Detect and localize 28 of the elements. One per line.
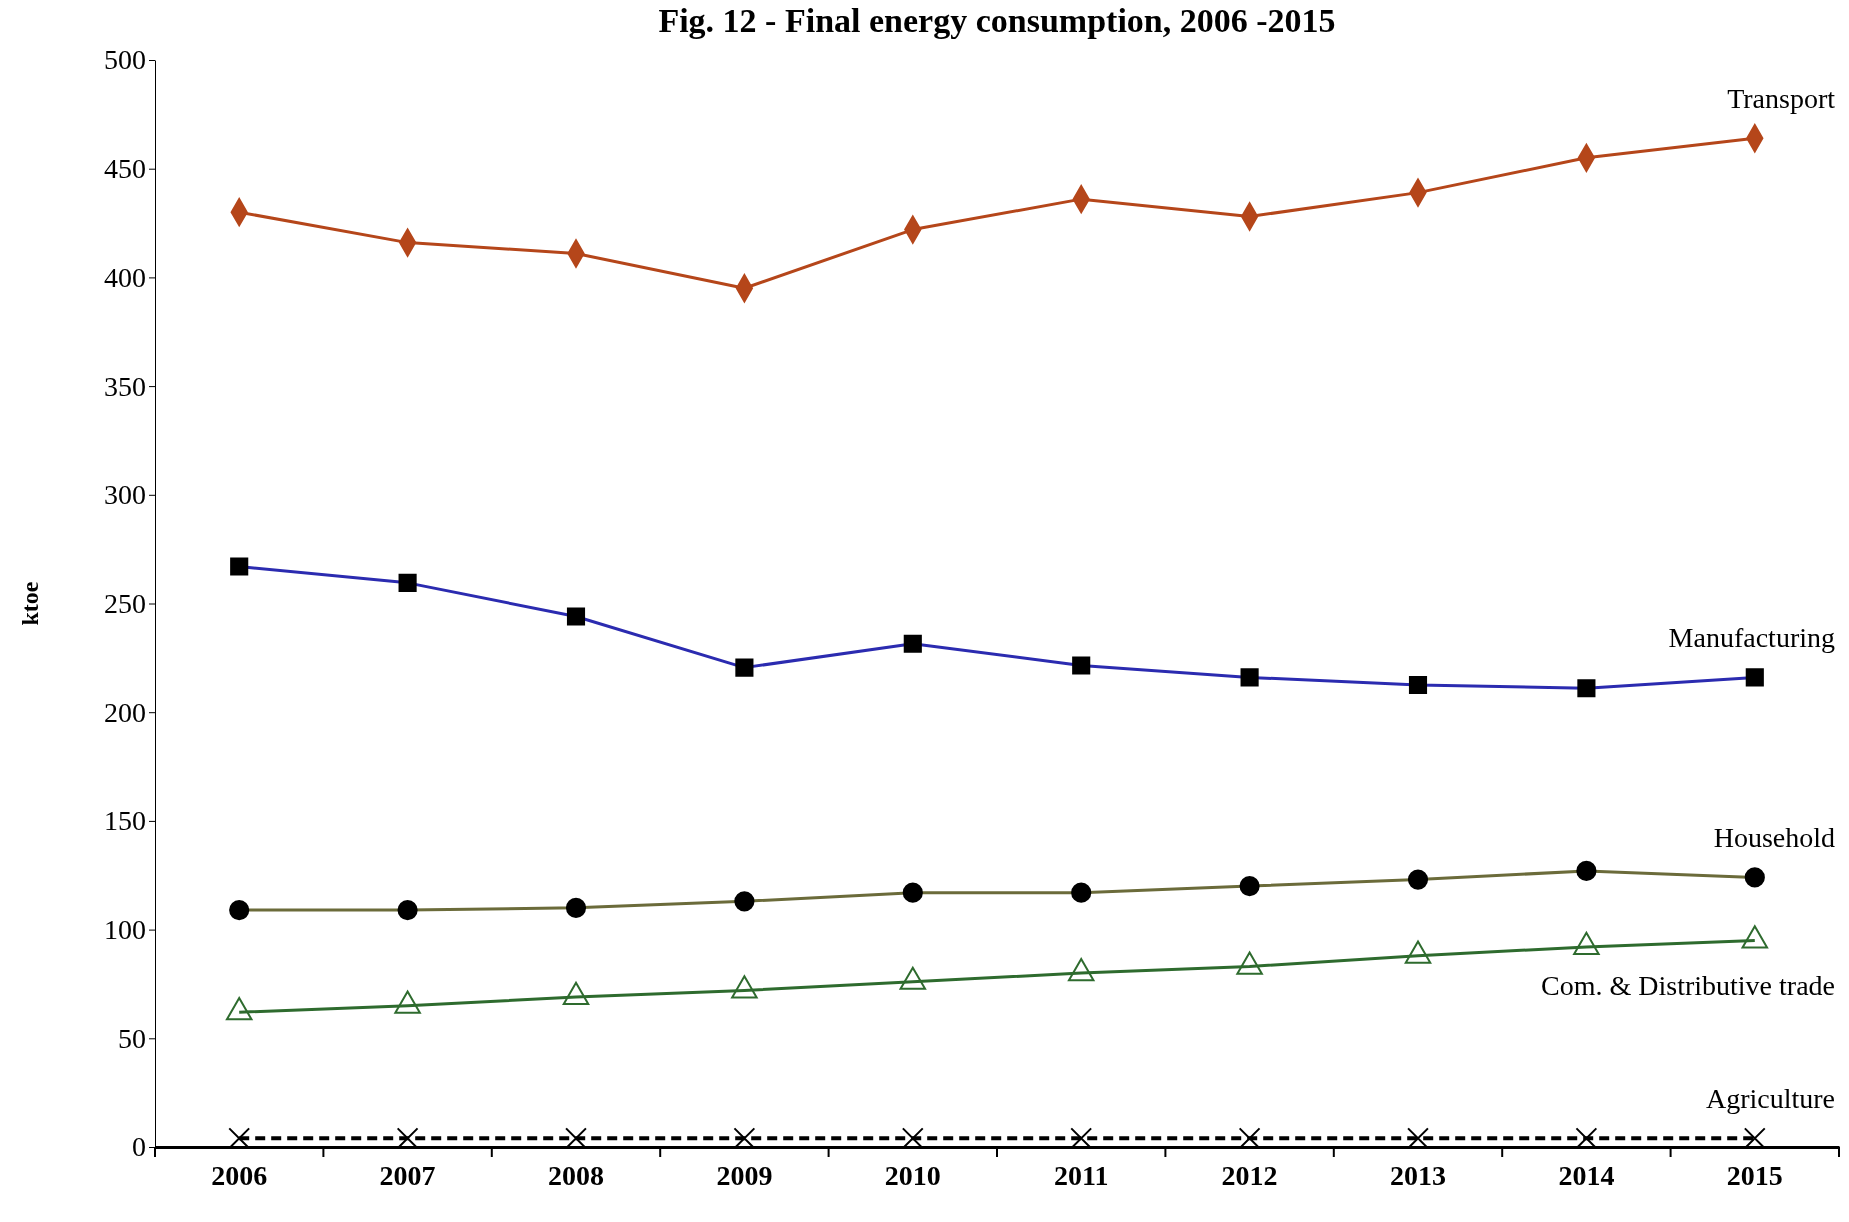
x-tick-label: 2011	[1053, 1159, 1109, 1191]
x-tick-label: 2014	[1558, 1159, 1615, 1191]
y-tick-label: 100	[104, 914, 146, 946]
y-tick-label: 350	[104, 370, 146, 402]
y-tick-label: 400	[104, 261, 146, 293]
x-tick-label: 2012	[1221, 1159, 1278, 1191]
y-tick-label: 300	[104, 479, 146, 511]
series-label: Com. & Distributive trade	[1541, 970, 1835, 1002]
x-tick-label: 2010	[884, 1159, 941, 1191]
y-tick-label: 150	[104, 805, 146, 837]
x-tick-label: 2015	[1726, 1159, 1783, 1191]
y-tick-label: 500	[104, 44, 146, 76]
chart-title: Fig. 12 - Final energy consumption, 2006 -2015	[658, 2, 1336, 39]
x-tick-label: 2009	[716, 1159, 773, 1191]
x-tick-label: 2007	[379, 1159, 436, 1191]
y-axis-title: ktoe	[17, 581, 43, 626]
series-label: Household	[1713, 822, 1835, 854]
x-tick-label: 2013	[1390, 1159, 1446, 1191]
series-label: Agriculture	[1705, 1083, 1835, 1115]
y-tick-label: 450	[104, 153, 146, 185]
y-tick-label: 0	[132, 1131, 146, 1163]
x-tick-label: 2008	[548, 1159, 604, 1191]
series-label: Manufacturing	[1668, 622, 1835, 654]
y-tick-label: 50	[118, 1022, 146, 1054]
series-label: Transport	[1727, 83, 1836, 115]
y-tick-label: 200	[104, 696, 146, 728]
y-tick-label: 250	[104, 587, 146, 619]
x-tick-label: 2006	[211, 1159, 268, 1191]
